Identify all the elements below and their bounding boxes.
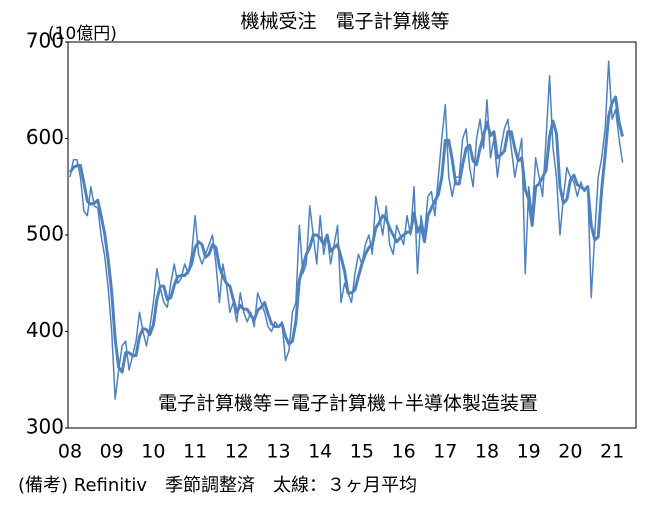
y-unit-label: (10億円) xyxy=(48,24,117,44)
x-tick-label: 14 xyxy=(308,441,332,463)
x-tick-label: 08 xyxy=(58,441,82,463)
x-tick-label: 20 xyxy=(558,441,582,463)
x-tick-label: 11 xyxy=(183,441,207,463)
annotation: 電子計算機等＝電子計算機＋半導体製造装置 xyxy=(158,393,538,415)
data-line xyxy=(69,60,624,400)
x-tick-label: 09 xyxy=(100,441,124,463)
x-tick-label: 17 xyxy=(433,441,457,463)
x-tick-label: 16 xyxy=(392,441,416,463)
x-tick-label: 19 xyxy=(517,441,541,463)
chart-title: 機械受注 電子計算機等 xyxy=(240,11,449,33)
y-tick-label: 300 xyxy=(26,415,64,439)
y-tick-label: 400 xyxy=(26,318,64,342)
x-tick-label: 12 xyxy=(225,441,249,463)
x-tick-label: 18 xyxy=(475,441,499,463)
data-line xyxy=(68,95,624,374)
x-tick-label: 21 xyxy=(600,441,624,463)
y-tick-label: 500 xyxy=(26,222,64,246)
y-tick-label: 700 xyxy=(26,29,64,53)
footnote: (備考) Refinitiv 季節調整済 太線：３ヶ月平均 xyxy=(18,475,417,496)
x-tick-label: 10 xyxy=(141,441,165,463)
x-tick-label: 15 xyxy=(350,441,374,463)
x-tick-label: 13 xyxy=(266,441,290,463)
y-tick-label: 600 xyxy=(26,125,64,149)
